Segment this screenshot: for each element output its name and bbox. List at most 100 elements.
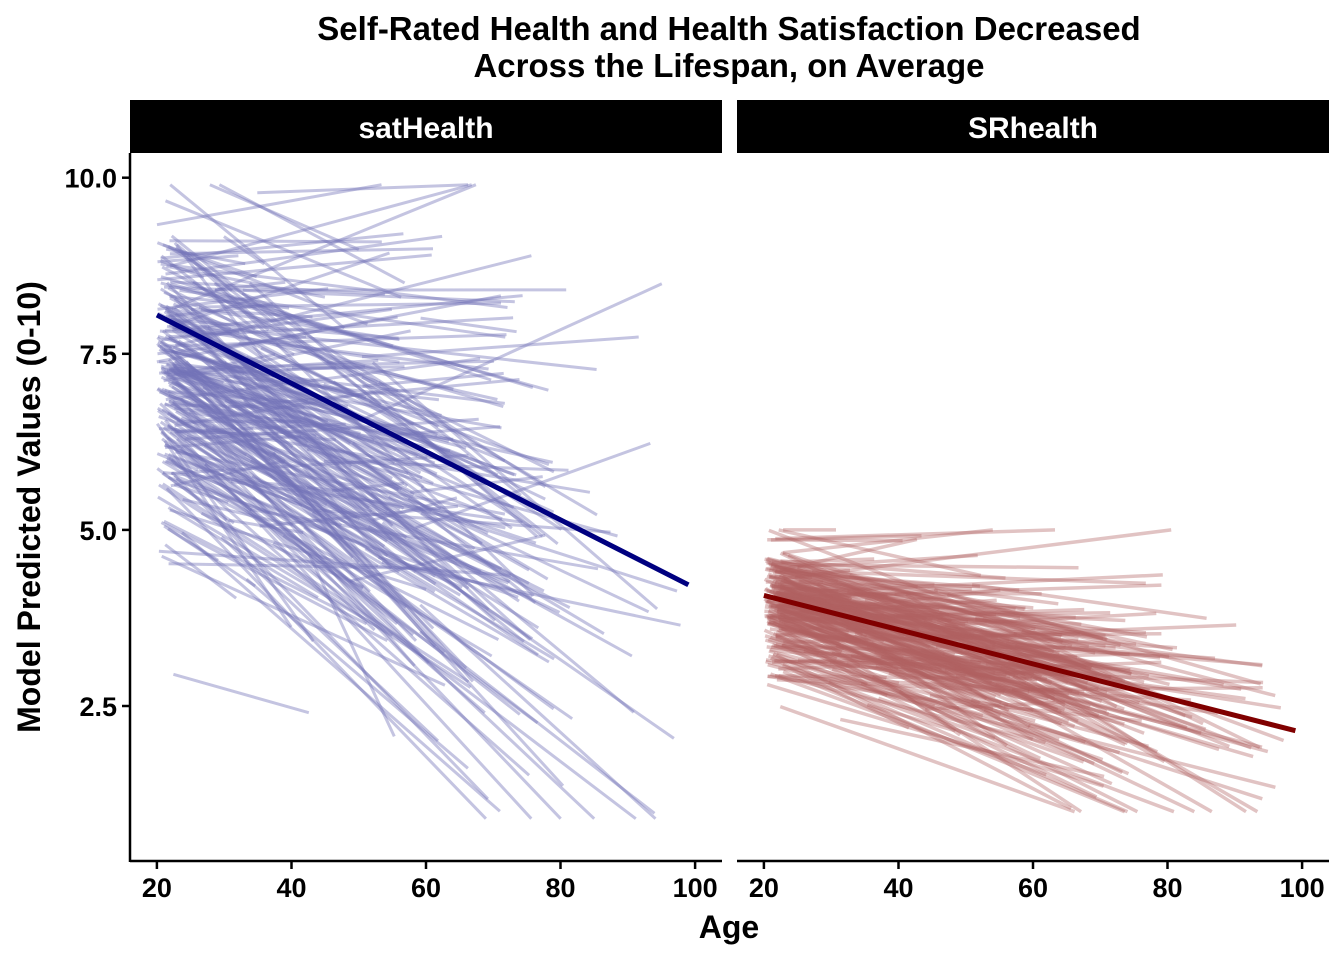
x-tick-label: 60	[411, 873, 441, 903]
trajectory-line	[781, 626, 982, 665]
trajectory-line	[248, 281, 538, 538]
trajectory-line	[254, 417, 400, 492]
trajectory-line	[161, 329, 405, 510]
trajectory-line	[870, 641, 1034, 741]
trajectory-line	[171, 453, 469, 475]
trajectory-line	[179, 397, 416, 667]
trajectory-line	[180, 446, 521, 716]
trajectory-line	[166, 264, 326, 299]
trajectory-line	[156, 467, 228, 522]
trajectory-line	[167, 506, 319, 599]
trajectory-line	[157, 253, 432, 282]
trajectory-line	[778, 601, 931, 649]
trajectory-line	[164, 443, 225, 471]
trajectory-line	[164, 452, 510, 585]
facet-strip-sathealth	[130, 100, 722, 153]
trajectory-line	[170, 234, 544, 538]
trajectory-line	[209, 183, 360, 251]
trajectory-line	[866, 703, 956, 733]
trajectory-line	[166, 423, 555, 711]
trajectory-line	[906, 614, 1166, 764]
trajectory-line	[845, 606, 1126, 623]
trajectory-line	[228, 471, 562, 820]
trajectory-line	[157, 495, 394, 637]
trajectory-line	[942, 652, 1282, 710]
trajectory-line	[191, 307, 313, 319]
trajectory-line	[169, 403, 545, 593]
trajectory-line	[165, 459, 343, 541]
trajectory-line	[767, 615, 839, 622]
trajectory-line	[168, 383, 469, 586]
trajectory-line	[171, 362, 436, 465]
trajectory-line	[1027, 723, 1276, 789]
trajectory-line	[170, 380, 370, 510]
trajectory-line	[764, 634, 1070, 724]
trajectory-line	[157, 335, 307, 356]
trajectory-line	[783, 603, 862, 611]
trajectory-line	[782, 669, 1126, 814]
trajectory-line	[362, 371, 504, 388]
trajectory-line	[251, 474, 461, 597]
trajectory-line	[944, 611, 1157, 627]
trajectory-line	[772, 598, 869, 644]
trajectory-line	[170, 280, 385, 296]
trajectory-line	[173, 364, 435, 630]
trajectory-line	[816, 621, 945, 657]
trajectory-line	[791, 606, 905, 637]
trajectory-line	[164, 294, 523, 332]
trajectory-line	[772, 567, 1121, 648]
trajectory-line	[196, 326, 341, 466]
trajectory-line	[763, 597, 1123, 775]
trajectory-line	[173, 241, 264, 359]
trajectory-line	[156, 387, 540, 630]
trajectory-line	[218, 183, 406, 285]
trajectory-line	[811, 570, 1173, 652]
trajectory-line	[230, 480, 523, 524]
trajectory-line	[251, 484, 407, 609]
srhealth-trajectories	[763, 528, 1285, 814]
trajectory-line	[172, 364, 291, 438]
trajectory-line	[933, 587, 1108, 642]
trajectory-line	[777, 589, 969, 637]
trajectory-line	[766, 682, 1105, 788]
trajectory-line	[156, 342, 389, 557]
trajectory-line	[779, 537, 918, 572]
trajectory-line	[316, 508, 611, 534]
trajectory-line	[769, 582, 1056, 699]
trajectory-line	[780, 559, 1006, 580]
trajectory-line	[166, 362, 515, 509]
trajectory-line	[170, 458, 531, 777]
trajectory-line	[168, 359, 494, 371]
trajectory-line	[766, 621, 1019, 677]
trajectory-line	[790, 601, 868, 638]
trajectory-line	[213, 281, 535, 597]
trajectory-line	[173, 427, 437, 586]
trajectory-line	[171, 183, 477, 311]
trajectory-line	[220, 535, 440, 742]
trajectory-line	[214, 289, 492, 382]
trajectory-line	[772, 652, 1072, 810]
trajectory-line	[249, 396, 393, 480]
trajectory-line	[420, 316, 517, 334]
trajectory-line	[167, 527, 257, 588]
trajectory-line	[766, 575, 1126, 684]
trajectory-line	[766, 645, 1016, 678]
x-tick-label: 60	[1018, 873, 1048, 903]
trajectory-line	[765, 599, 960, 711]
trajectory-line	[163, 285, 515, 304]
trajectory-line	[249, 459, 401, 574]
trajectory-line	[160, 262, 508, 309]
trajectory-line	[772, 570, 1043, 679]
trajectory-line	[779, 573, 988, 701]
trajectory-line	[920, 647, 1007, 692]
trajectory-line	[768, 620, 841, 644]
trajectory-line	[170, 317, 454, 391]
trajectory-line	[160, 281, 549, 392]
trajectory-line	[876, 626, 1178, 650]
trajectory-line	[160, 232, 404, 260]
trajectory-line	[245, 577, 469, 770]
trajectory-line	[770, 533, 922, 542]
trajectory-line	[767, 556, 1104, 641]
trajectory-line	[985, 653, 1207, 731]
